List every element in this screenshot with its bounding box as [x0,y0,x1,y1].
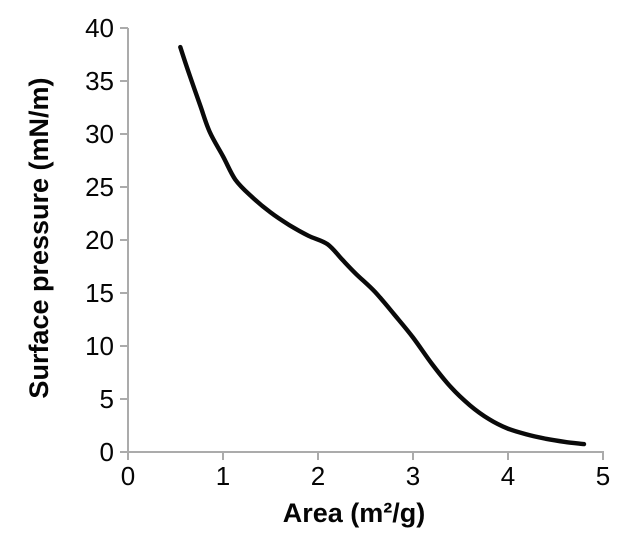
x-tick-label: 3 [406,461,420,491]
axes [127,28,604,453]
x-tick-label: 0 [121,461,135,491]
tick-labels: 0 1 2 3 4 5 0 5 10 15 20 25 30 35 40 [85,13,610,491]
x-axis-title: Area (m²/g) [283,498,426,528]
y-tick-label: 10 [85,331,114,361]
isotherm-curve [178,44,587,447]
y-tick-label: 40 [85,13,114,43]
y-tick-label: 20 [85,225,114,255]
x-tick-label: 1 [216,461,230,491]
y-tick-label: 5 [100,384,114,414]
y-tick-label: 30 [85,119,114,149]
x-tick-label: 4 [501,461,515,491]
y-tick-label: 0 [100,437,114,467]
x-tick-label: 2 [311,461,325,491]
y-tick-label: 15 [85,278,114,308]
tick-marks [120,27,604,460]
y-tick-label: 35 [85,66,114,96]
x-tick-label: 5 [596,461,610,491]
y-tick-label: 25 [85,172,114,202]
y-axis-title: Surface pressure (mN/m) [24,77,54,398]
